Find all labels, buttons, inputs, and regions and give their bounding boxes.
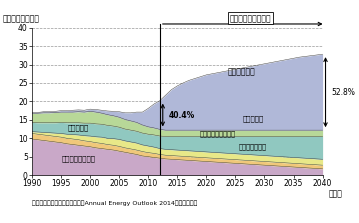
- Text: 52.8%: 52.8%: [331, 88, 355, 97]
- Text: 資料：米国エネルギー情報局『Annual Energy Outlook 2014』から作成。: 資料：米国エネルギー情報局『Annual Energy Outlook 2014…: [32, 200, 197, 206]
- Text: 在来型陸上ガス田: 在来型陸上ガス田: [61, 155, 95, 162]
- Text: 予測（基準ケース）: 予測（基準ケース）: [230, 14, 271, 23]
- Text: コールベッドメタン: コールベッドメタン: [200, 130, 236, 137]
- Text: 40.4%: 40.4%: [169, 111, 195, 120]
- Text: （年）: （年）: [328, 189, 342, 198]
- Text: 海底ガス田: 海底ガス田: [68, 124, 89, 130]
- Text: シェールガス: シェールガス: [227, 67, 255, 76]
- Text: アラスカ産ガス: アラスカ産ガス: [239, 143, 267, 150]
- Text: タイトガス: タイトガス: [242, 116, 264, 122]
- Text: （兆立フィート）: （兆立フィート）: [3, 14, 40, 23]
